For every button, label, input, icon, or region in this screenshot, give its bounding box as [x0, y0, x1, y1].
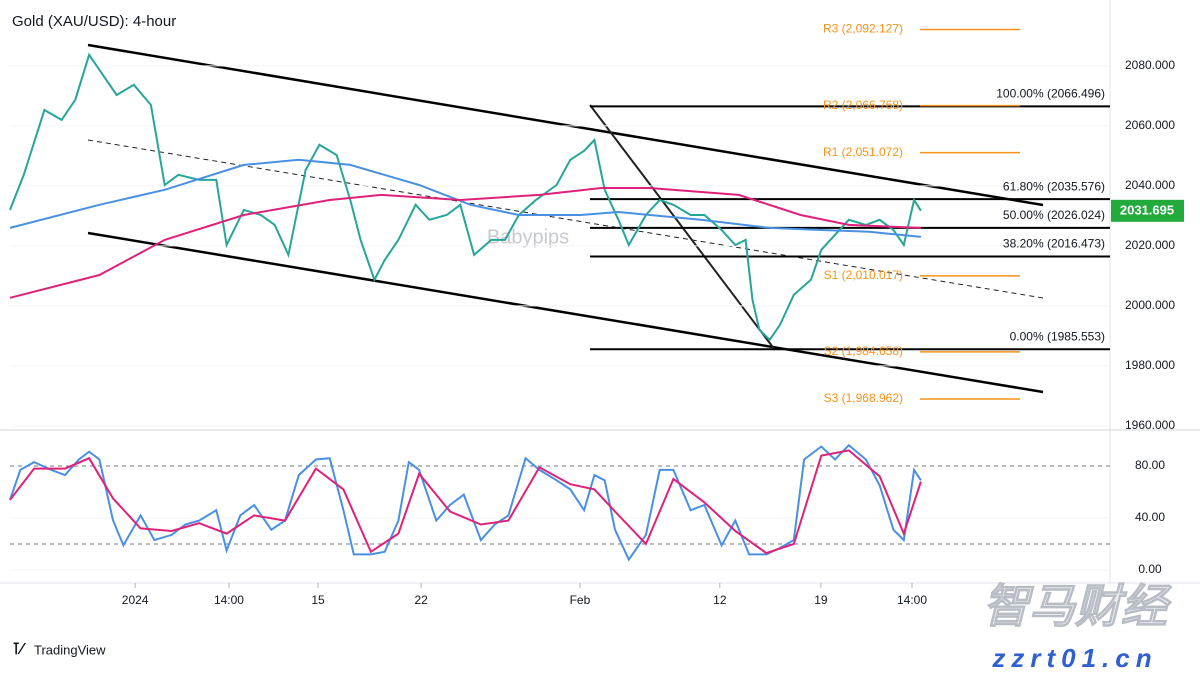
x-tick-label: 14:00: [897, 593, 927, 607]
x-tick-label: 19: [814, 593, 828, 607]
series-line: [9, 158, 921, 238]
fib-label: 38.20% (2016.473): [1003, 237, 1105, 251]
y-tick-label: 80.00: [1135, 458, 1165, 472]
pivot-label: S1 (2,010.017): [824, 268, 903, 282]
pivot-label: R1 (2,051.072): [823, 145, 903, 159]
series-line: [9, 449, 922, 555]
x-tick-label: 2024: [122, 593, 149, 607]
fib-label: 100.00% (2066.496): [996, 87, 1105, 101]
pivot-label: R3 (2,092.127): [823, 22, 903, 36]
y-tick-label: 2060.000: [1125, 118, 1175, 132]
y-tick-label: 0.00: [1138, 562, 1162, 576]
y-tick-label: 40.00: [1135, 510, 1165, 524]
pivot-label: S2 (1,984.658): [824, 344, 903, 358]
fib-label: 0.00% (1985.553): [1010, 329, 1105, 343]
site-url: zzrt01.cn: [991, 643, 1157, 673]
fib-label: 61.80% (2035.576): [1003, 179, 1105, 193]
x-tick-label: 22: [414, 593, 428, 607]
x-tick-label: 14:00: [214, 593, 244, 607]
x-tick-label: 12: [713, 593, 727, 607]
site-name: 智马财经: [983, 580, 1172, 632]
tv-logo: ⊺⁄: [12, 641, 26, 658]
y-tick-label: 2020.000: [1125, 238, 1175, 252]
fib-label: 50.00% (2026.024): [1003, 208, 1105, 222]
chart-title: Gold (XAU/USD): 4-hour: [12, 13, 176, 30]
watermark: Babypips: [487, 226, 569, 248]
y-tick-label: 2080.000: [1125, 58, 1175, 72]
brand: TradingView: [34, 642, 106, 657]
series-line: [9, 52, 922, 342]
series-line: [9, 187, 921, 299]
y-tick-label: 2040.000: [1125, 178, 1175, 192]
x-tick-label: Feb: [570, 593, 591, 607]
last-price-label: 2031.695: [1120, 202, 1174, 217]
y-tick-label: 1960.000: [1125, 418, 1175, 432]
y-tick-label: 2000.000: [1125, 298, 1175, 312]
pivot-label: R2 (2,066.768): [823, 98, 903, 112]
pivot-label: S3 (1,968.962): [824, 391, 903, 405]
channel-upper: [87, 43, 1044, 207]
last-price-box: [1111, 199, 1184, 222]
x-tick-label: 15: [311, 593, 325, 607]
y-tick-label: 1980.000: [1125, 358, 1175, 372]
